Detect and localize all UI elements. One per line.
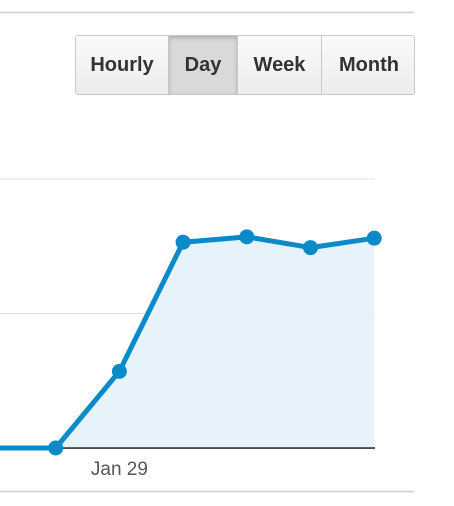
point: [303, 240, 318, 256]
point: [48, 440, 64, 456]
point: [239, 229, 255, 245]
range-button[interactable]: Month: [322, 36, 414, 94]
range-button[interactable]: Week: [238, 36, 322, 94]
point: [366, 230, 382, 246]
point: [111, 363, 127, 379]
area-fill: [0, 236, 375, 448]
range-button[interactable]: Hourly: [76, 36, 169, 94]
range-toggle: Hourly Day Week Month: [75, 35, 415, 95]
point: [175, 234, 191, 250]
range-button[interactable]: Day: [169, 36, 238, 94]
x-tick-label: Jan 29: [91, 459, 148, 480]
